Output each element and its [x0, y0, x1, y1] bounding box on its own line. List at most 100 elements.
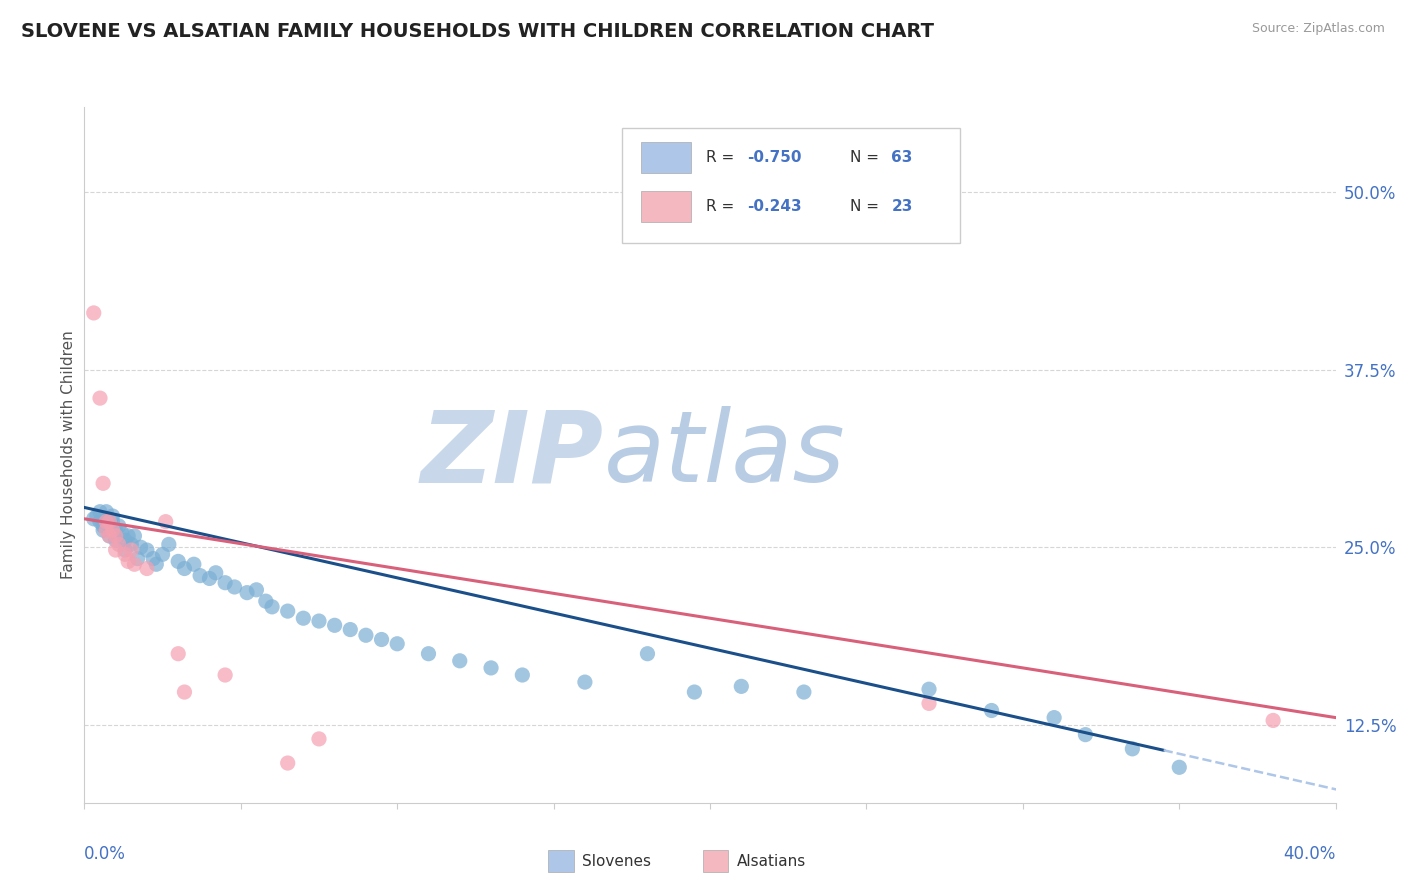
Point: [370, 632, 392, 647]
Point: [262, 599, 284, 614]
Point: [104, 523, 127, 537]
Point: [89, 515, 111, 529]
Point: [120, 543, 142, 558]
Point: [449, 654, 471, 668]
Text: 63: 63: [891, 151, 912, 165]
Point: [155, 515, 177, 529]
FancyBboxPatch shape: [623, 128, 960, 243]
Point: [254, 594, 277, 608]
Point: [98, 519, 121, 533]
Point: [86, 508, 108, 523]
Point: [101, 508, 124, 523]
Point: [98, 529, 121, 543]
Point: [683, 685, 706, 699]
Point: [339, 623, 361, 637]
Point: [730, 679, 752, 693]
Text: 40.0%: 40.0%: [1284, 845, 1336, 863]
Point: [418, 647, 440, 661]
Point: [145, 558, 167, 572]
Point: [111, 526, 134, 541]
Point: [124, 529, 146, 543]
Point: [323, 618, 346, 632]
Point: [117, 529, 139, 543]
Point: [101, 523, 124, 537]
Point: [98, 515, 121, 529]
Point: [385, 637, 409, 651]
Point: [224, 580, 246, 594]
Text: R =: R =: [706, 151, 740, 165]
Text: -0.750: -0.750: [748, 151, 801, 165]
Point: [142, 551, 165, 566]
Point: [292, 611, 315, 625]
Text: Slovenes: Slovenes: [582, 854, 651, 869]
Point: [918, 697, 941, 711]
Point: [107, 537, 129, 551]
Point: [89, 391, 111, 405]
Text: N =: N =: [851, 199, 884, 214]
Point: [214, 575, 236, 590]
Point: [136, 561, 159, 575]
Point: [277, 756, 299, 770]
Y-axis label: Family Households with Children: Family Households with Children: [60, 331, 76, 579]
Point: [1168, 760, 1191, 774]
Point: [104, 533, 127, 548]
Point: [512, 668, 534, 682]
Point: [104, 543, 127, 558]
Point: [129, 540, 152, 554]
Point: [198, 571, 221, 585]
Point: [574, 675, 596, 690]
Point: [152, 547, 174, 561]
Point: [1043, 710, 1066, 724]
Point: [89, 505, 111, 519]
Point: [277, 604, 299, 618]
Text: 0.0%: 0.0%: [84, 845, 127, 863]
Point: [308, 614, 330, 628]
Point: [173, 685, 195, 699]
Point: [114, 533, 136, 548]
Point: [124, 558, 146, 572]
Point: [104, 529, 127, 543]
Point: [214, 668, 236, 682]
Point: [114, 543, 136, 558]
Point: [83, 512, 105, 526]
Text: -0.243: -0.243: [748, 199, 803, 214]
Point: [96, 523, 118, 537]
Text: Source: ZipAtlas.com: Source: ZipAtlas.com: [1251, 22, 1385, 36]
Point: [1121, 742, 1143, 756]
Point: [637, 647, 659, 661]
Point: [96, 512, 118, 526]
Point: [479, 661, 502, 675]
Point: [1074, 728, 1097, 742]
Point: [167, 554, 190, 568]
Point: [101, 515, 124, 529]
Point: [96, 505, 118, 519]
Point: [354, 628, 377, 642]
Point: [91, 476, 114, 491]
Point: [107, 519, 129, 533]
Point: [245, 582, 267, 597]
Point: [1263, 714, 1285, 728]
Text: ZIP: ZIP: [420, 407, 603, 503]
Bar: [641, 142, 692, 173]
Point: [188, 568, 211, 582]
Point: [117, 554, 139, 568]
Text: R =: R =: [706, 199, 740, 214]
Point: [127, 551, 149, 566]
Text: atlas: atlas: [603, 407, 845, 503]
Text: 23: 23: [891, 199, 912, 214]
Point: [157, 537, 180, 551]
Text: N =: N =: [851, 151, 884, 165]
Point: [236, 585, 259, 599]
Point: [91, 523, 114, 537]
Point: [83, 306, 105, 320]
Point: [173, 561, 195, 575]
Text: SLOVENE VS ALSATIAN FAMILY HOUSEHOLDS WITH CHILDREN CORRELATION CHART: SLOVENE VS ALSATIAN FAMILY HOUSEHOLDS WI…: [21, 22, 934, 41]
Point: [183, 558, 205, 572]
Point: [980, 704, 1002, 718]
Point: [136, 543, 159, 558]
Point: [96, 515, 118, 529]
Point: [91, 519, 114, 533]
Point: [120, 537, 142, 551]
Bar: [641, 191, 692, 222]
Text: Alsatians: Alsatians: [737, 854, 806, 869]
